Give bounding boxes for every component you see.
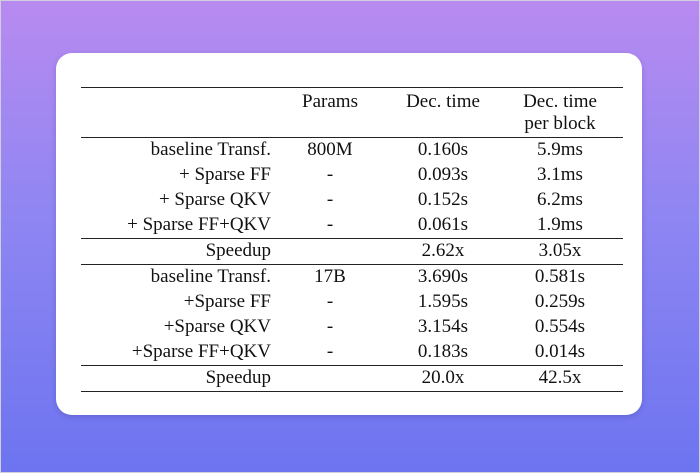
dec-time-cell: 0.160s	[389, 137, 497, 163]
header-dec-time-per-block: Dec. time per block	[497, 87, 623, 138]
method-cell: + Sparse QKV	[158, 189, 271, 210]
table-row: +Sparse FF - 1.595s 0.259s	[81, 290, 623, 315]
table-row: + Sparse FF - 0.093s 3.1ms	[81, 163, 623, 188]
params-cell: -	[326, 316, 334, 337]
params-cell	[271, 238, 389, 265]
dec-time-cell: 0.061s	[417, 214, 469, 235]
params-cell: -	[326, 291, 334, 312]
method-cell: +Sparse FF+QKV	[131, 341, 271, 362]
dec-time-cell: 3.690s	[389, 264, 497, 290]
speedup-row: Speedup 2.62x 3.05x	[81, 238, 623, 265]
dec-time-block-cell: 0.259s	[534, 291, 586, 312]
dec-time-block-cell: 0.581s	[497, 264, 623, 290]
dec-time-block-cell: 1.9ms	[537, 214, 583, 235]
table-row: +Sparse FF+QKV - 0.183s 0.014s	[81, 340, 623, 366]
method-cell: + Sparse FF	[178, 164, 271, 185]
dec-time-cell: 3.154s	[417, 316, 469, 337]
table-row: baseline Transf. 800M 0.160s 5.9ms	[81, 137, 623, 163]
params-cell: 17B	[271, 264, 389, 290]
speedup-label: Speedup	[81, 238, 271, 265]
table-row: baseline Transf. 17B 3.690s 0.581s	[81, 264, 623, 290]
dec-time-cell: 1.595s	[417, 291, 469, 312]
results-table: Params Dec. time Dec. time per block bas…	[81, 87, 623, 392]
params-cell: -	[326, 341, 334, 362]
dec-time-cell: 0.093s	[417, 164, 469, 185]
params-cell: -	[326, 189, 334, 210]
method-cell: baseline Transf.	[81, 137, 271, 163]
speedup-label: Speedup	[81, 365, 271, 392]
method-cell: +Sparse FF	[183, 291, 271, 312]
dec-time-block-cell: 0.554s	[534, 316, 586, 337]
header-dec-time: Dec. time	[389, 87, 497, 138]
table-row: + Sparse FF+QKV - 0.061s 1.9ms	[81, 213, 623, 239]
dec-time-block-cell: 6.2ms	[537, 189, 583, 210]
header-method	[81, 87, 271, 138]
dec-time-cell: 0.152s	[417, 189, 469, 210]
dec-time-block-cell: 5.9ms	[497, 137, 623, 163]
method-cell: baseline Transf.	[81, 264, 271, 290]
header-dec-time-per-block-line2: per block	[524, 113, 596, 134]
speedup-dec-time-block: 42.5x	[497, 365, 623, 392]
table-card: Params Dec. time Dec. time per block bas…	[56, 53, 642, 415]
params-cell: -	[326, 214, 334, 235]
method-cell: + Sparse FF+QKV	[127, 214, 271, 235]
dec-time-block-cell: 0.014s	[534, 341, 586, 362]
header-row: Params Dec. time Dec. time per block	[81, 87, 623, 138]
method-cell: +Sparse QKV	[163, 316, 271, 337]
params-cell: -	[326, 164, 334, 185]
dec-time-cell: 0.183s	[417, 341, 469, 362]
header-params: Params	[271, 87, 389, 138]
params-cell: 800M	[271, 137, 389, 163]
speedup-row: Speedup 20.0x 42.5x	[81, 365, 623, 392]
speedup-dec-time: 2.62x	[389, 238, 497, 265]
params-cell	[271, 365, 389, 392]
header-dec-time-per-block-line1: Dec. time	[523, 91, 597, 112]
dec-time-block-cell: 3.1ms	[537, 164, 583, 185]
speedup-dec-time-block: 3.05x	[497, 238, 623, 265]
speedup-dec-time: 20.0x	[389, 365, 497, 392]
table-row: + Sparse QKV - 0.152s 6.2ms	[81, 188, 623, 213]
table-row: +Sparse QKV - 3.154s 0.554s	[81, 315, 623, 340]
